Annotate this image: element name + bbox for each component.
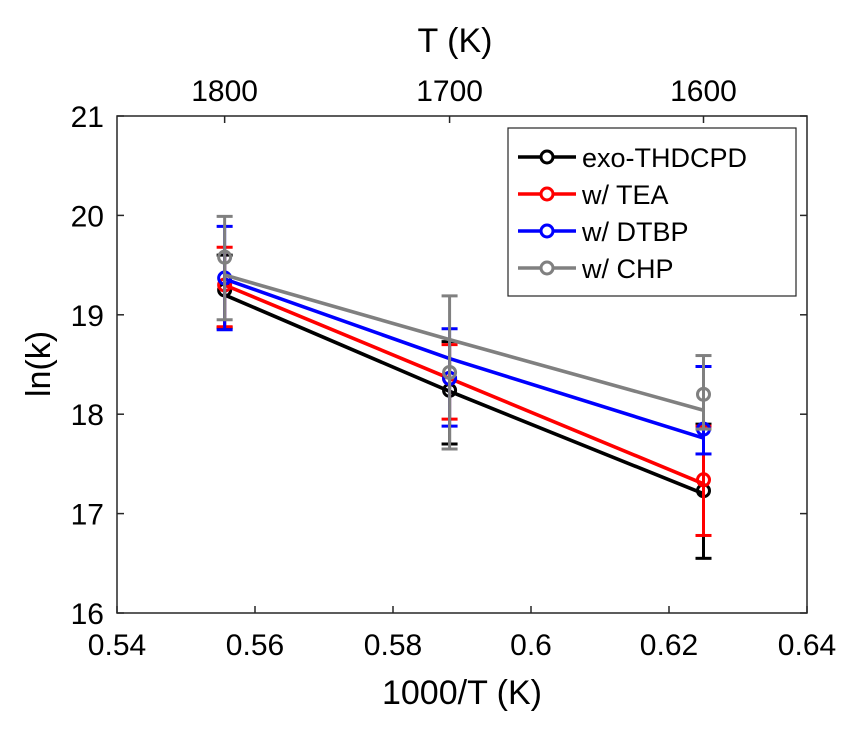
legend-label: w/ DTBP xyxy=(581,217,689,247)
top-axis-title: T (K) xyxy=(418,22,493,60)
y-tick-label: 19 xyxy=(71,300,104,333)
legend-entry: w/ DTBP xyxy=(518,217,689,247)
top-tick-label: 1600 xyxy=(670,75,737,108)
x-axis-title: 1000/T (K) xyxy=(382,674,542,712)
plot-area-frame xyxy=(116,115,808,614)
data-point xyxy=(442,364,458,380)
top-tick-label: 1800 xyxy=(191,75,258,108)
data-point xyxy=(217,249,233,265)
x-tick-label: 0.54 xyxy=(88,629,146,662)
series-layer xyxy=(216,214,712,560)
y-axis-title: ln(k) xyxy=(20,331,58,397)
legend-entry: w/ CHP xyxy=(518,254,674,284)
x-tick-label: 0.6 xyxy=(510,629,552,662)
legend-label: w/ CHP xyxy=(581,254,674,284)
y-tick-label: 21 xyxy=(71,101,104,134)
y-tick-label: 20 xyxy=(71,200,104,233)
legend-entry: exo-THDCPD xyxy=(518,143,747,173)
x-tick-label: 0.56 xyxy=(226,629,284,662)
x-tick-label: 0.58 xyxy=(364,629,422,662)
series-3 xyxy=(216,214,712,451)
legend-label: exo-THDCPD xyxy=(582,143,747,173)
data-point xyxy=(696,386,711,402)
y-tick-label: 16 xyxy=(71,598,104,631)
series-line xyxy=(223,283,705,486)
legend-label: w/ TEA xyxy=(581,180,669,210)
x-tick-label: 0.64 xyxy=(778,629,836,662)
legend-marker xyxy=(539,223,555,239)
y-tick-label: 17 xyxy=(71,499,104,532)
legend: exo-THDCPD w/ TEA w/ DTBP w/ CHP xyxy=(507,127,797,297)
series-line xyxy=(224,277,705,440)
x-tick-label: 0.62 xyxy=(640,629,698,662)
top-tick-label: 1700 xyxy=(416,75,483,108)
data-point xyxy=(696,472,711,488)
series-line xyxy=(223,293,705,496)
legend-marker xyxy=(539,149,555,165)
legend-entry: w/ TEA xyxy=(518,180,669,210)
legend-marker xyxy=(539,260,555,276)
legend-marker xyxy=(539,186,555,202)
y-tick-label: 18 xyxy=(71,399,104,432)
axis-ticks: 0.54 0.56 0.58 0.6 0.62 0.64 1800 1700 1600 16 17 1… xyxy=(71,75,837,662)
